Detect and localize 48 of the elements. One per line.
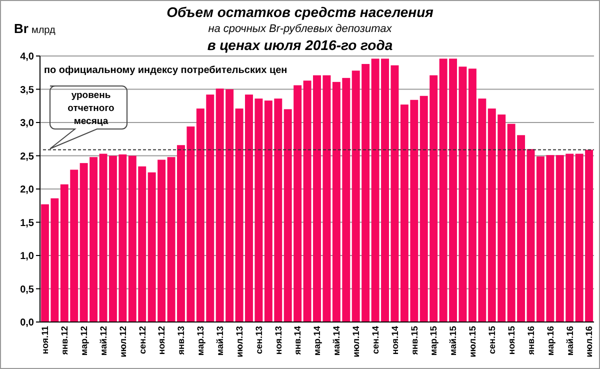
x-tick-label: мар.12 [78, 326, 89, 356]
ref-line-label: уровень отчетного месяца [68, 90, 115, 127]
x-tick-label: ноя.13 [273, 326, 284, 355]
chart-subtitle: на срочных Br-рублевых депозитах [208, 23, 392, 35]
x-tick-label: ноя.15 [506, 326, 516, 355]
x-tick-label: сен.12 [137, 326, 148, 354]
bar [167, 157, 176, 322]
y-tick-label: 3,0 [20, 118, 34, 129]
x-tick-label: мар.15 [428, 326, 439, 356]
x-tick-label: май.16 [564, 326, 575, 356]
y-tick-label: 0,5 [20, 284, 34, 296]
annotation: по официальному индексу потребительских цен [44, 65, 288, 76]
x-tick-label: мар.14 [312, 326, 322, 356]
x-tick-label: май.12 [98, 326, 108, 356]
x-tick-label: ноя.14 [390, 326, 400, 355]
x-tick-label: ноя.11 [40, 326, 50, 354]
x-tick-label: сен.14 [370, 326, 380, 354]
y-tick-label: 1,5 [20, 218, 34, 229]
y-tick-label: 1,0 [20, 251, 34, 262]
x-tick-label: июл.13 [234, 326, 244, 358]
y-tick-label: 2,5 [20, 151, 34, 162]
y-tick-label: 3,5 [20, 84, 34, 96]
x-tick-label: май.14 [332, 326, 342, 356]
x-tick-label: мар.13 [196, 326, 206, 356]
x-tick-label: янв.13 [176, 326, 186, 355]
x-tick-label: мар.16 [545, 326, 556, 356]
x-tick-label: май.13 [214, 326, 225, 356]
x-tick-label: янв.14 [292, 326, 303, 355]
x-tick-label: янв.12 [60, 326, 70, 355]
x-tick-label: июл.12 [118, 326, 128, 358]
x-tick-label: сен.15 [487, 326, 498, 354]
x-tick-label: июл.16 [584, 326, 594, 358]
y-tick-label: 4,0 [20, 52, 34, 62]
x-tick-label: ноя.12 [156, 326, 167, 355]
x-tick-label: сен.13 [254, 326, 264, 354]
y-tick-label: 2,0 [20, 184, 34, 196]
bar [458, 66, 467, 322]
y-tick-label: 0,0 [20, 318, 34, 328]
x-tick-label: июл.15 [468, 326, 478, 358]
x-tick-label: янв.16 [526, 326, 536, 355]
y-axis-title: Br млрд [14, 21, 56, 36]
x-tick-label: май.15 [448, 326, 458, 356]
x-tick-label: июл.14 [351, 326, 362, 358]
x-tick-label: янв.15 [409, 326, 420, 355]
chart-title: Объем остатков средств населения [166, 4, 434, 20]
bar [99, 154, 108, 322]
bar [526, 149, 535, 322]
text: в ценах июля 2016-го года [207, 37, 393, 53]
